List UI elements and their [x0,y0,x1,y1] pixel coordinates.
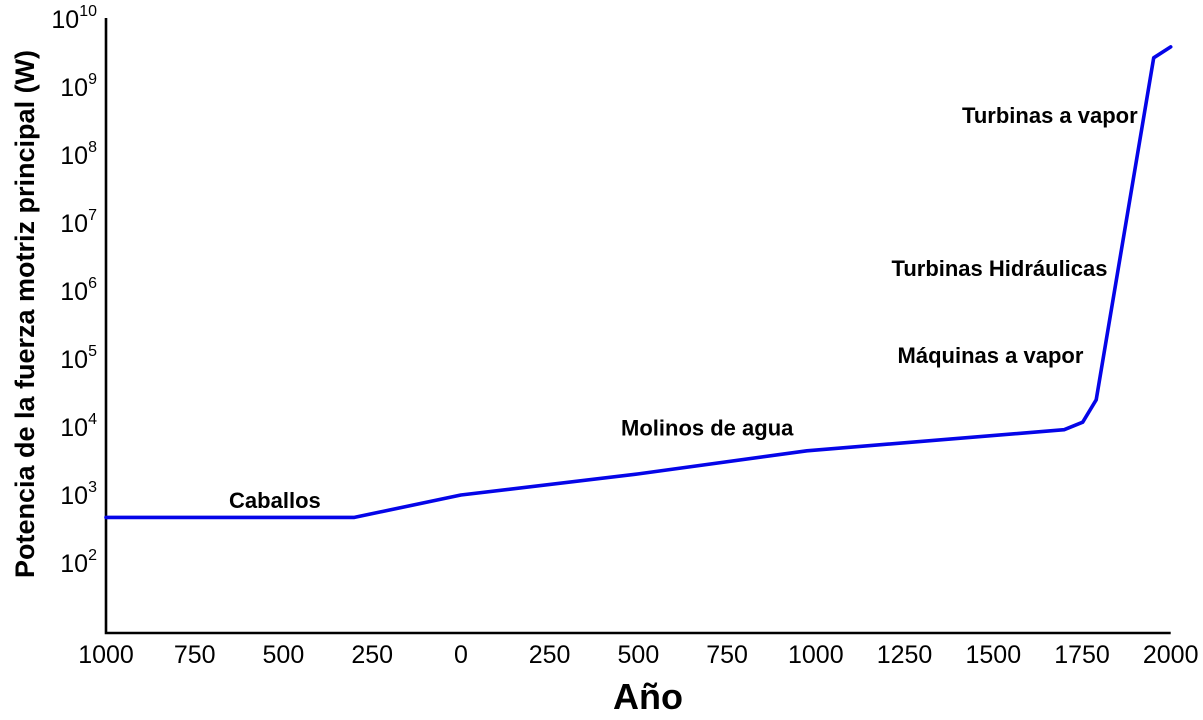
y-axis-tick-label: 106 [60,275,97,306]
annotation-turbinas-hidraulicas: Turbinas Hidráulicas [892,256,1108,281]
annotation-maquinas-a-vapor: Máquinas a vapor [898,343,1084,368]
x-axis-title: Año [613,676,683,717]
y-tick-base: 10 [60,482,88,510]
y-tick-base: 10 [60,210,88,238]
x-axis-tick-label: 1000 [788,641,844,669]
y-tick-exponent: 4 [88,411,97,428]
y-tick-base: 10 [60,278,88,306]
x-axis-tick-label: 1000 [78,641,134,669]
y-axis-tick-label: 1010 [51,3,97,34]
y-axis-tick-label: 107 [60,207,97,238]
data-line [104,45,1173,520]
x-axis-tick-label: 750 [174,641,216,669]
y-tick-base: 10 [60,550,88,578]
y-tick-exponent: 2 [88,547,97,564]
y-axis-tick-label: 108 [60,139,97,170]
annotation-turbinas-a-vapor: Turbinas a vapor [962,103,1138,128]
y-axis-title: Potencia de la fuerza motriz principal (… [10,50,40,578]
x-axis-tick-label: 250 [351,641,393,669]
x-axis-tick-label: 500 [618,641,660,669]
y-tick-exponent: 6 [88,275,97,292]
y-tick-exponent: 8 [88,139,97,156]
axis-frame [104,18,1171,635]
y-tick-exponent: 3 [88,479,97,496]
y-axis-tick-label: 102 [60,547,97,578]
y-tick-exponent: 10 [79,3,97,20]
y-axis-tick-label: 104 [60,411,97,442]
y-tick-base: 10 [60,142,88,170]
annotation-caballos: Caballos [229,488,321,513]
y-tick-base: 10 [60,346,88,374]
x-axis-tick-label: 250 [529,641,571,669]
y-axis-tick-label: 105 [60,343,97,374]
y-tick-exponent: 7 [88,207,97,224]
x-axis-tick-label: 0 [454,641,468,669]
y-tick-exponent: 5 [88,343,97,360]
y-tick-base: 10 [60,74,88,102]
y-tick-base: 10 [60,414,88,442]
x-axis-tick-label: 1750 [1054,641,1110,669]
x-axis-tick-label: 1500 [965,641,1021,669]
y-axis-tick-label: 109 [60,71,97,102]
y-axis-tick-label: 103 [60,479,97,510]
y-tick-exponent: 9 [88,71,97,88]
x-axis-tick-label: 2000 [1143,641,1199,669]
x-axis-tick-label: 500 [263,641,305,669]
x-axis-tick-label: 750 [706,641,748,669]
x-axis-tick-label: 1250 [877,641,933,669]
annotation-molinos-de-agua: Molinos de agua [621,416,794,441]
y-tick-base: 10 [51,6,79,34]
